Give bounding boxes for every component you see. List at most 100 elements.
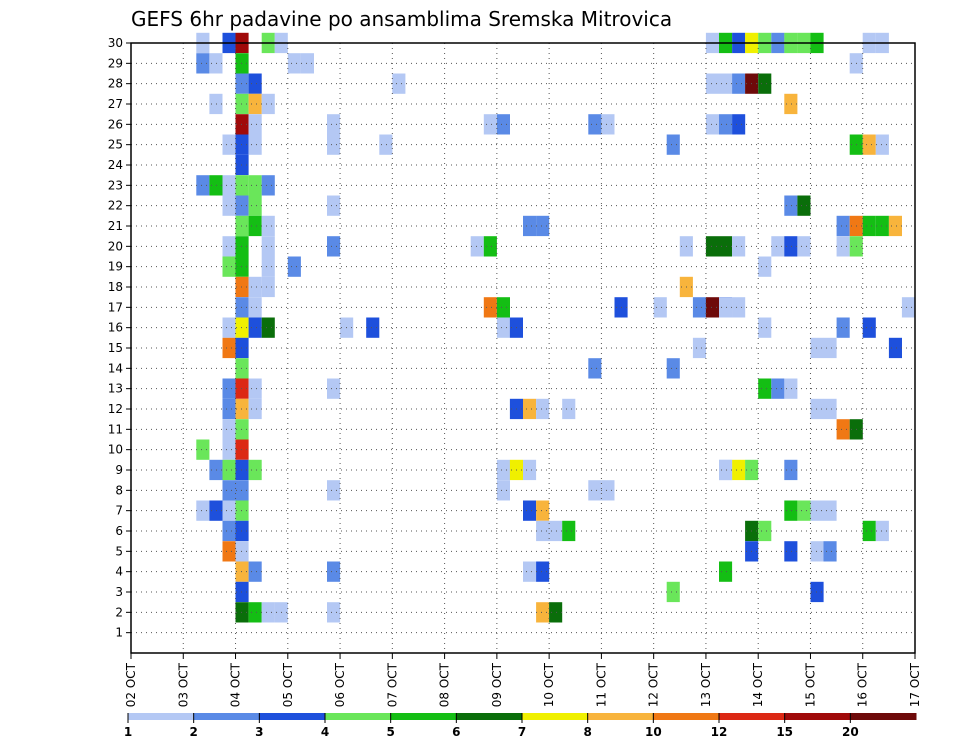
- x-axis-ticks: 02 OCT 03 OCT 04 OCT 05 OCT 06 OCT 07 OCT 08 O…: [124, 653, 922, 707]
- heatmap-cell: [719, 459, 733, 481]
- heatmap-cell: [248, 215, 262, 237]
- heatmap-cell: [810, 337, 824, 359]
- y-tick-label: 7: [115, 504, 123, 518]
- heatmap-cell: [810, 581, 824, 603]
- heatmap-cell: [222, 378, 236, 399]
- heatmap-cell: [536, 561, 550, 582]
- heatmap-cell: [732, 297, 746, 318]
- x-tick-label: 17 OCT: [908, 662, 922, 707]
- heatmap-cell: [875, 134, 889, 155]
- heatmap-cell: [810, 398, 824, 420]
- heatmap-cell: [536, 602, 550, 623]
- heatmap-cell: [719, 114, 733, 135]
- heatmap-cell: [797, 500, 811, 521]
- heatmap-cell: [248, 297, 262, 318]
- y-tick-label: 4: [115, 565, 123, 579]
- heatmap-cell: [248, 114, 262, 135]
- x-tick-label: 12 OCT: [647, 662, 661, 707]
- heatmap-cell: [771, 236, 785, 257]
- heatmap-cell: [222, 134, 236, 155]
- heatmap-cell: [888, 337, 902, 359]
- heatmap-cell: [366, 317, 380, 338]
- colorbar-label: 1: [124, 725, 132, 739]
- heatmap-cell: [235, 459, 249, 481]
- heatmap-cell: [758, 378, 772, 399]
- heatmap-cell: [196, 53, 210, 74]
- heatmap-cell: [235, 358, 249, 379]
- heatmap-cell: [235, 175, 249, 196]
- heatmap-cell: [196, 439, 210, 460]
- heatmap-cell: [222, 419, 236, 440]
- colorbar-label: 15: [776, 725, 793, 739]
- heatmap-cell: [261, 236, 275, 257]
- y-tick-label: 20: [108, 239, 123, 253]
- heatmap-cell: [496, 297, 510, 318]
- heatmap-cell: [248, 378, 262, 399]
- colorbar-swatch: [456, 713, 523, 720]
- heatmap-cell: [483, 114, 497, 135]
- heatmap-cell: [732, 114, 746, 135]
- heatmap-cell: [758, 73, 772, 94]
- heatmap-cell: [261, 215, 275, 237]
- heatmap-cell: [235, 195, 249, 216]
- heatmap-cell: [261, 256, 275, 277]
- y-tick-label: 6: [115, 524, 123, 538]
- heatmap-cell: [758, 256, 772, 277]
- heatmap-cell: [327, 602, 341, 623]
- y-tick-label: 3: [115, 585, 123, 599]
- colorbar-label: 7: [518, 725, 526, 739]
- heatmap-cell: [327, 480, 341, 501]
- x-tick-label: 16 OCT: [856, 662, 870, 707]
- heatmap-cell: [784, 500, 798, 521]
- y-tick-label: 10: [108, 443, 123, 457]
- heatmap-cell: [222, 195, 236, 216]
- heatmap-cell: [248, 317, 262, 338]
- heatmap-cell: [235, 561, 249, 582]
- heatmap-cell: [496, 459, 510, 481]
- heatmap-cell: [523, 398, 537, 420]
- heatmap-cell: [732, 73, 746, 94]
- heatmap-cell: [222, 337, 236, 359]
- heatmap-cell: [235, 581, 249, 603]
- heatmap-cell: [235, 439, 249, 460]
- heatmap-cell: [222, 439, 236, 460]
- heatmap-cell: [248, 93, 262, 115]
- heatmap-cell: [797, 236, 811, 257]
- heatmap-cell: [327, 561, 341, 582]
- heatmap-cell: [235, 480, 249, 501]
- heatmap-cell: [248, 398, 262, 420]
- y-tick-label: 5: [115, 544, 123, 558]
- heatmap-cell: [209, 459, 223, 481]
- heatmap-cell: [235, 297, 249, 318]
- heatmap-cell: [209, 175, 223, 196]
- heatmap-cell: [836, 317, 850, 338]
- y-tick-label: 29: [108, 56, 123, 70]
- heatmap-cell: [562, 520, 576, 542]
- colorbar-swatch: [128, 713, 195, 720]
- y-tick-label: 23: [108, 178, 123, 192]
- heatmap-cell: [666, 358, 680, 379]
- y-tick-label: 25: [108, 138, 123, 152]
- x-tick-label: 09 OCT: [490, 662, 504, 707]
- heatmap-cell: [470, 236, 484, 257]
- heatmap-cell: [823, 398, 837, 420]
- heatmap-cell: [235, 114, 249, 135]
- heatmap-cell: [327, 114, 341, 135]
- y-tick-label: 12: [108, 402, 123, 416]
- heatmap-cell: [784, 93, 798, 115]
- heatmap-cells: [196, 32, 915, 623]
- heatmap-cell: [235, 93, 249, 115]
- heatmap-cell: [862, 317, 876, 338]
- heatmap-cell: [222, 398, 236, 420]
- heatmap-cell: [248, 73, 262, 94]
- heatmap-cell: [261, 317, 275, 338]
- heatmap-cell: [523, 215, 537, 237]
- heatmap-cell: [222, 541, 236, 562]
- heatmap-cell: [666, 581, 680, 603]
- heatmap-cell: [235, 154, 249, 176]
- y-tick-label: 1: [115, 626, 123, 640]
- heatmap-cell: [784, 236, 798, 257]
- x-tick-label: 11 OCT: [594, 662, 608, 707]
- colorbar-label: 20: [842, 725, 859, 739]
- heatmap-cell: [784, 378, 798, 399]
